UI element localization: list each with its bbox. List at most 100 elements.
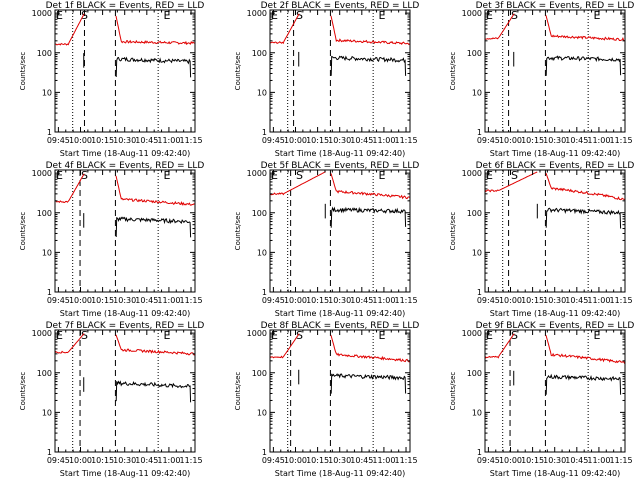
event-marker-label: S bbox=[511, 169, 518, 182]
event-marker-label: E bbox=[271, 9, 278, 22]
series-line-events bbox=[330, 206, 407, 228]
series-line-events bbox=[545, 55, 622, 76]
y-tick-label: 100 bbox=[37, 369, 52, 378]
x-tick-label: 10:30 bbox=[543, 136, 566, 145]
x-tick-label: 10:30 bbox=[543, 456, 566, 465]
x-tick-label: 10:15 bbox=[521, 136, 544, 145]
series-line-lld bbox=[54, 13, 195, 46]
y-tick-label: 100 bbox=[467, 369, 482, 378]
event-marker-label: E bbox=[56, 329, 63, 342]
x-tick-label: 10:00 bbox=[499, 136, 522, 145]
chart-title: Det 7f BLACK = Events, RED = LLD bbox=[46, 321, 205, 331]
x-tick-label: 10:45 bbox=[135, 456, 158, 465]
y-axis-label: Counts/sec bbox=[234, 372, 242, 411]
chart-panel-5: Det 5f BLACK = Events, RED = LLD Counts/s… bbox=[234, 161, 419, 318]
x-tick-label: 11:15 bbox=[179, 296, 202, 305]
y-tick-label: 1000 bbox=[32, 169, 52, 178]
event-marker-label: E bbox=[594, 9, 601, 22]
event-marker-label: S bbox=[296, 329, 303, 342]
event-marker-label: S bbox=[511, 329, 518, 342]
x-tick-label: 10:15 bbox=[306, 136, 329, 145]
y-tick-label: 1 bbox=[262, 448, 267, 457]
x-tick-label: 10:30 bbox=[113, 296, 136, 305]
x-tick-label: 09:45 bbox=[262, 456, 285, 465]
x-tick-label: 11:00 bbox=[587, 296, 610, 305]
chart-panel-7: Det 7f BLACK = Events, RED = LLD Counts/s… bbox=[19, 321, 204, 478]
plot-frame bbox=[54, 329, 196, 453]
event-marker-label: E bbox=[594, 329, 601, 342]
chart-title: Det 1f BLACK = Events, RED = LLD bbox=[46, 1, 205, 11]
event-marker-label: E bbox=[56, 169, 63, 182]
event-marker-label: E bbox=[164, 329, 171, 342]
series-line-lld bbox=[484, 171, 625, 201]
event-marker-label: S bbox=[81, 9, 88, 22]
event-marker-label: E bbox=[486, 169, 493, 182]
y-tick-label: 1 bbox=[262, 288, 267, 297]
y-tick-label: 1000 bbox=[462, 9, 482, 18]
chart-title: Det 9f BLACK = Events, RED = LLD bbox=[476, 321, 635, 331]
event-marker-label: E bbox=[486, 329, 493, 342]
y-tick-label: 1000 bbox=[462, 169, 482, 178]
x-tick-label: 09:45 bbox=[477, 296, 500, 305]
x-tick-label: 11:00 bbox=[157, 456, 180, 465]
series-line-lld bbox=[269, 13, 410, 46]
y-tick-label: 10 bbox=[257, 408, 267, 417]
y-tick-label: 100 bbox=[252, 369, 267, 378]
event-marker-label: S bbox=[296, 169, 303, 182]
x-tick-label: 10:00 bbox=[499, 456, 522, 465]
x-tick-label: 10:15 bbox=[306, 296, 329, 305]
x-tick-label: 10:45 bbox=[135, 136, 158, 145]
event-marker-label: E bbox=[594, 169, 601, 182]
event-marker-label: E bbox=[486, 9, 493, 22]
x-tick-label: 09:45 bbox=[477, 136, 500, 145]
x-tick-label: 10:30 bbox=[328, 296, 351, 305]
y-tick-label: 1 bbox=[47, 128, 52, 137]
x-tick-label: 11:00 bbox=[587, 456, 610, 465]
x-axis-label: Start Time (18-Aug-11 09:42:40) bbox=[60, 469, 191, 478]
y-tick-label: 10 bbox=[42, 88, 52, 97]
chart-panel-2: Det 2f BLACK = Events, RED = LLD Counts/s… bbox=[234, 1, 419, 158]
event-marker-label: S bbox=[296, 9, 303, 22]
x-tick-label: 10:00 bbox=[69, 136, 92, 145]
x-tick-label: 11:00 bbox=[372, 456, 395, 465]
x-axis-label: Start Time (18-Aug-11 09:42:40) bbox=[60, 309, 191, 318]
x-tick-label: 10:45 bbox=[135, 296, 158, 305]
x-tick-label: 10:00 bbox=[284, 456, 307, 465]
x-tick-label: 10:15 bbox=[91, 456, 114, 465]
y-tick-label: 1000 bbox=[32, 329, 52, 338]
chart-panel-9: Det 9f BLACK = Events, RED = LLD Counts/s… bbox=[449, 321, 634, 478]
x-tick-label: 11:15 bbox=[394, 456, 417, 465]
y-axis-label: Counts/sec bbox=[449, 212, 457, 251]
y-tick-label: 10 bbox=[257, 88, 267, 97]
y-tick-label: 10 bbox=[42, 408, 52, 417]
series-line-lld bbox=[484, 13, 625, 42]
x-tick-label: 10:30 bbox=[328, 136, 351, 145]
series-line-lld bbox=[484, 333, 626, 364]
event-marker-label: E bbox=[379, 329, 386, 342]
x-axis-label: Start Time (18-Aug-11 09:42:40) bbox=[490, 149, 621, 158]
event-marker-label: E bbox=[379, 169, 386, 182]
y-tick-label: 1 bbox=[262, 128, 267, 137]
x-tick-label: 10:15 bbox=[521, 456, 544, 465]
x-axis-label: Start Time (18-Aug-11 09:42:40) bbox=[490, 309, 621, 318]
x-tick-label: 11:15 bbox=[394, 136, 417, 145]
x-tick-label: 11:15 bbox=[394, 296, 417, 305]
y-tick-label: 100 bbox=[467, 49, 482, 58]
y-tick-label: 1 bbox=[477, 128, 482, 137]
x-tick-label: 09:45 bbox=[47, 456, 70, 465]
series-line-lld bbox=[269, 333, 410, 363]
chart-panel-3: Det 3f BLACK = Events, RED = LLD Counts/s… bbox=[449, 1, 634, 158]
plot-frame bbox=[484, 329, 626, 453]
x-tick-label: 10:45 bbox=[565, 456, 588, 465]
y-tick-label: 10 bbox=[472, 408, 482, 417]
chart-title: Det 3f BLACK = Events, RED = LLD bbox=[476, 1, 635, 11]
y-tick-label: 10 bbox=[472, 88, 482, 97]
x-axis-label: Start Time (18-Aug-11 09:42:40) bbox=[490, 469, 621, 478]
x-tick-label: 10:45 bbox=[350, 136, 373, 145]
x-tick-label: 10:45 bbox=[565, 136, 588, 145]
event-marker-label: S bbox=[81, 329, 88, 342]
y-axis-label: Counts/sec bbox=[449, 52, 457, 91]
y-axis-label: Counts/sec bbox=[19, 372, 27, 411]
x-tick-label: 09:45 bbox=[47, 136, 70, 145]
